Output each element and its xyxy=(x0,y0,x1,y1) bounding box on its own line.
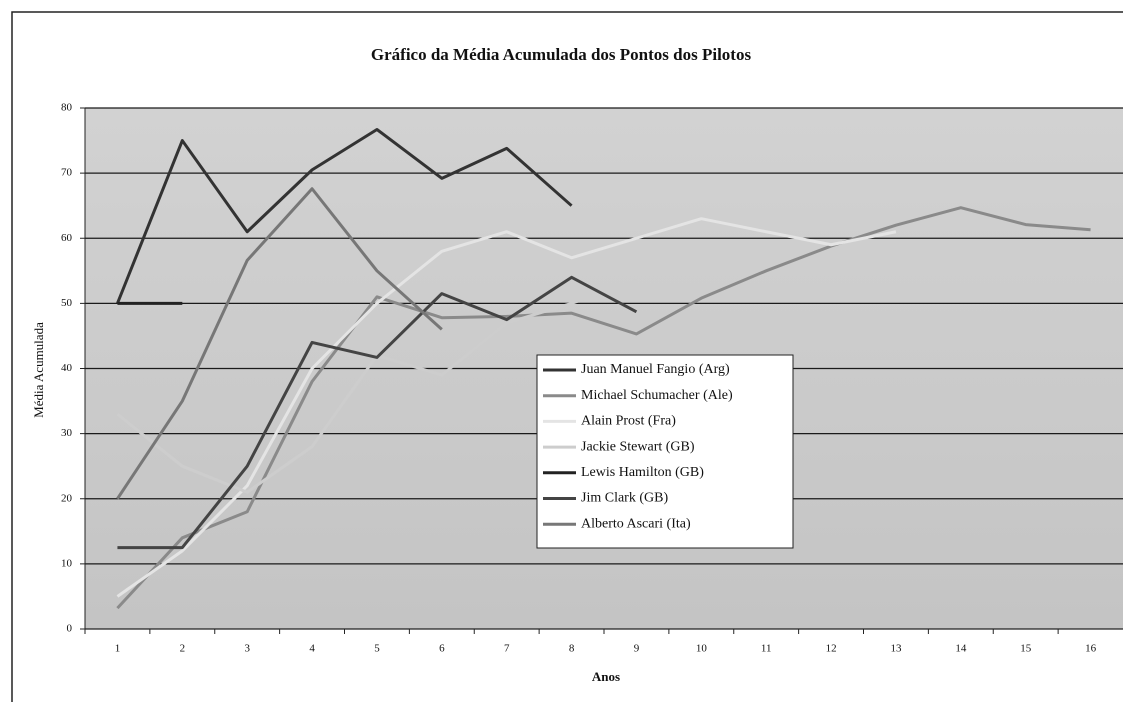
series-line xyxy=(116,187,443,500)
y-tick-label: 60 xyxy=(61,232,73,244)
x-tick-label: 15 xyxy=(1020,643,1032,655)
x-axis-title: Anos xyxy=(592,669,620,684)
series-line xyxy=(117,275,638,550)
chart-title: Gráfico da Média Acumulada dos Pontos do… xyxy=(371,45,752,64)
legend-label: Juan Manuel Fangio (Arg) xyxy=(581,362,730,377)
x-tick-label: 14 xyxy=(955,643,967,655)
x-tick-label: 16 xyxy=(1085,643,1097,655)
x-tick-label: 12 xyxy=(826,643,837,655)
legend-label: Michael Schumacher (Ale) xyxy=(581,388,733,403)
series-line xyxy=(116,127,573,304)
x-tick-label: 8 xyxy=(569,643,575,655)
y-tick-label: 70 xyxy=(61,167,73,179)
x-tick-label: 5 xyxy=(374,643,380,655)
y-tick-label: 50 xyxy=(61,297,73,309)
legend-label: Jim Clark (GB) xyxy=(581,491,668,506)
legend-label: Alain Prost (Fra) xyxy=(581,414,676,429)
y-tick-label: 0 xyxy=(67,623,73,635)
x-tick-label: 9 xyxy=(634,643,640,655)
x-tick-label: 1 xyxy=(115,643,121,655)
x-tick-label: 3 xyxy=(244,643,250,655)
y-tick-label: 20 xyxy=(61,492,73,504)
y-axis-title: Média Acumulada xyxy=(31,322,46,418)
x-tick-label: 11 xyxy=(761,643,772,655)
y-tick-label: 30 xyxy=(61,427,73,439)
legend-box xyxy=(536,354,794,549)
y-tick-label: 10 xyxy=(61,557,73,569)
x-tick-label: 7 xyxy=(504,643,510,655)
legend-label: Jackie Stewart (GB) xyxy=(581,439,695,454)
x-tick-label: 4 xyxy=(309,643,315,655)
series-line xyxy=(116,206,1091,610)
x-tick-label: 13 xyxy=(890,643,902,655)
legend: Juan Manuel Fangio (Arg) Michael Schumach… xyxy=(536,354,794,549)
y-tick-label: 40 xyxy=(61,362,73,374)
x-tick-label: 10 xyxy=(696,643,708,655)
legend-label: Alberto Ascari (Ita) xyxy=(581,516,691,531)
x-tick-label: 2 xyxy=(180,643,186,655)
x-tick-label: 6 xyxy=(439,643,445,655)
y-tick-label: 80 xyxy=(61,102,73,114)
legend-label: Lewis Hamilton (GB) xyxy=(581,465,704,480)
series-line xyxy=(116,217,897,598)
